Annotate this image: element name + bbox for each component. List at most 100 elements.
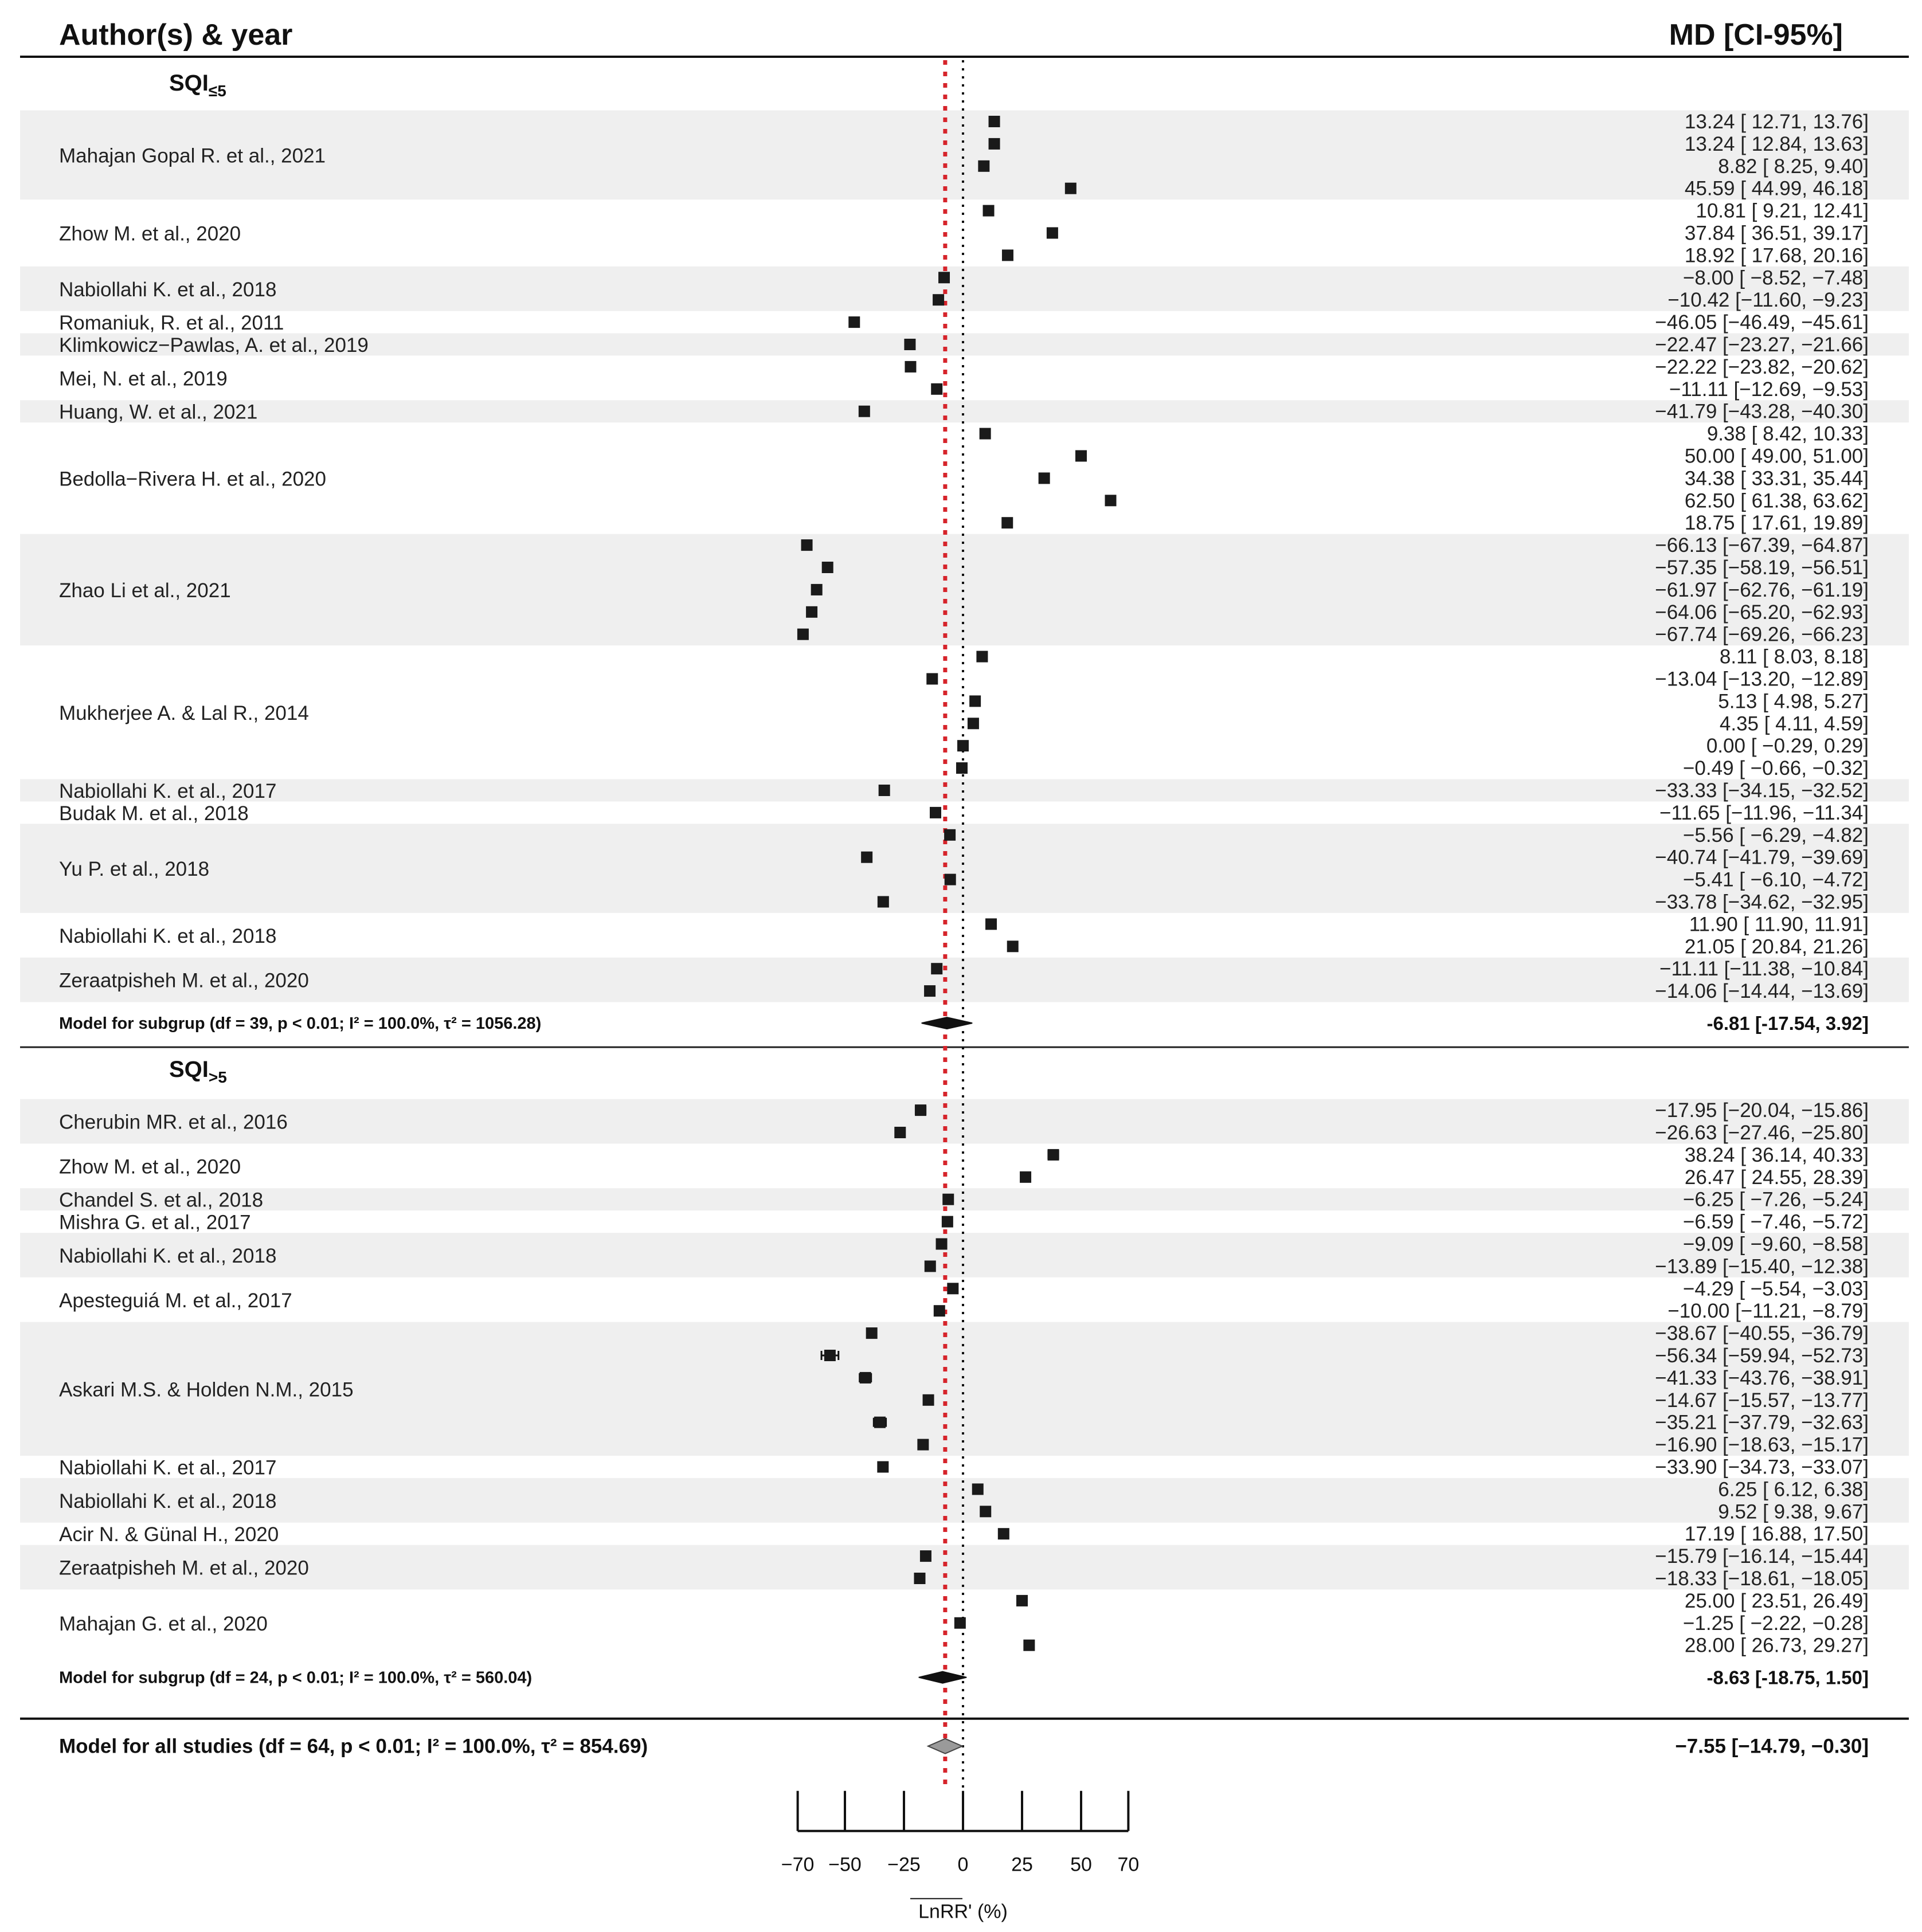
study-label: Mishra G. et al., 2017 bbox=[59, 1212, 251, 1234]
effect-point bbox=[1007, 940, 1019, 953]
effect-point bbox=[859, 1371, 871, 1384]
plot-marks bbox=[797, 116, 1117, 1754]
effect-point bbox=[877, 1461, 889, 1473]
effect-point bbox=[954, 1617, 966, 1629]
overall-model-label: Model for all studies (df = 64, p < 0.01… bbox=[59, 1735, 648, 1758]
header-md-ci: MD [CI-95%] bbox=[1669, 18, 1843, 52]
effect-point bbox=[861, 851, 873, 863]
study-label: Zhow M. et al., 2020 bbox=[59, 223, 241, 245]
study-band bbox=[20, 1545, 1909, 1590]
effect-value: −15.79 [−16.14, −15.44] bbox=[1655, 1545, 1869, 1567]
effect-point bbox=[1047, 1149, 1059, 1161]
effect-value: −10.00 [−11.21, −8.79] bbox=[1667, 1300, 1869, 1322]
effect-value: −57.35 [−58.19, −56.51] bbox=[1655, 557, 1869, 579]
x-tick-label: 50 bbox=[1070, 1854, 1092, 1876]
effect-value: −67.74 [−69.26, −66.23] bbox=[1655, 624, 1869, 646]
study-label: Nabiollahi K. et al., 2017 bbox=[59, 780, 276, 802]
effect-point bbox=[824, 1350, 836, 1361]
x-axis-title: LnRR' (%) bbox=[918, 1901, 1008, 1923]
effect-point bbox=[976, 650, 988, 663]
effect-point bbox=[926, 673, 938, 685]
effect-point bbox=[1075, 450, 1087, 462]
effect-value: 28.00 [ 26.73, 29.27] bbox=[1685, 1635, 1869, 1657]
effect-point bbox=[914, 1573, 926, 1584]
effect-value: −6.59 [ −7.46, −5.72] bbox=[1683, 1211, 1869, 1233]
study-label: Apesteguiá M. et al., 2017 bbox=[59, 1290, 292, 1312]
x-axis: −70 −50 −25 0 25 50 70 LnRR' (%) bbox=[781, 1790, 1139, 1923]
effect-point bbox=[982, 205, 995, 217]
effect-value: 13.24 [ 12.84, 13.63] bbox=[1685, 133, 1869, 155]
effect-value: 38.24 [ 36.14, 40.33] bbox=[1685, 1144, 1869, 1166]
subgroup-model-label: Model for subgrup (df = 24, p < 0.01; I²… bbox=[59, 1669, 532, 1687]
effect-point bbox=[917, 1439, 929, 1451]
effect-value: 45.59 [ 44.99, 46.18] bbox=[1685, 178, 1869, 200]
effect-value: −0.49 [ −0.66, −0.32] bbox=[1683, 757, 1869, 779]
subgroup-model-value: -8.63 [-18.75, 1.50] bbox=[1707, 1667, 1869, 1688]
study-label: Mahajan G. et al., 2020 bbox=[59, 1613, 268, 1635]
study-label: Klimkowicz−Pawlas, A. et al., 2019 bbox=[59, 334, 369, 356]
group-title-2: SQI>5 bbox=[169, 1057, 227, 1086]
effect-value: −56.34 [−59.94, −52.73] bbox=[1655, 1345, 1869, 1367]
effect-point bbox=[997, 1528, 1009, 1540]
row-bands bbox=[20, 110, 1909, 1590]
effect-point bbox=[1001, 517, 1013, 529]
effect-value: −13.04 [−13.20, −12.89] bbox=[1655, 668, 1869, 691]
study-label: Nabiollahi K. et al., 2018 bbox=[59, 1490, 276, 1512]
effect-point bbox=[797, 628, 809, 640]
effect-point bbox=[924, 1260, 936, 1272]
subgroup-diamond bbox=[918, 1671, 967, 1684]
effect-point bbox=[811, 583, 823, 595]
effect-point bbox=[924, 985, 936, 997]
group-title-main: SQI bbox=[169, 1057, 209, 1082]
study-label: Bedolla−Rivera H. et al., 2020 bbox=[59, 468, 326, 490]
effect-point bbox=[947, 1283, 959, 1295]
effect-value: −5.41 [ −6.10, −4.72] bbox=[1683, 869, 1869, 891]
plot-texts: Author(s) & year MD [CI-95%]SQI≤5Mahajan … bbox=[59, 18, 1869, 1758]
effect-value: −22.22 [−23.82, −20.62] bbox=[1655, 356, 1869, 378]
effect-point bbox=[956, 762, 968, 774]
effect-point bbox=[978, 160, 990, 172]
effect-value: −26.63 [−27.46, −25.80] bbox=[1655, 1122, 1869, 1144]
effect-point bbox=[938, 272, 950, 284]
effect-value: −14.06 [−14.44, −13.69] bbox=[1655, 980, 1869, 1002]
subgroup-model-value: -6.81 [-17.54, 3.92] bbox=[1707, 1013, 1869, 1034]
study-band bbox=[20, 110, 1909, 200]
study-label: Yu P. et al., 2018 bbox=[59, 858, 209, 880]
study-label: Nabiollahi K. et al., 2018 bbox=[59, 925, 276, 947]
study-label: Zeraatpisheh M. et al., 2020 bbox=[59, 970, 309, 992]
effect-value: −9.09 [ −9.60, −8.58] bbox=[1683, 1233, 1869, 1256]
effect-point bbox=[922, 1394, 934, 1406]
effect-value: 9.52 [ 9.38, 9.67] bbox=[1718, 1500, 1869, 1523]
effect-point bbox=[821, 562, 833, 573]
effect-point bbox=[972, 1483, 984, 1495]
study-band bbox=[20, 1233, 1909, 1277]
study-label: Mahajan Gopal R. et al., 2021 bbox=[59, 144, 326, 167]
study-label: Huang, W. et al., 2021 bbox=[59, 401, 257, 424]
effect-point bbox=[957, 740, 969, 752]
effect-value: −38.67 [−40.55, −36.79] bbox=[1655, 1322, 1869, 1345]
subgroup-diamond bbox=[921, 1017, 973, 1030]
effect-value: −8.00 [ −8.52, −7.48] bbox=[1683, 267, 1869, 289]
effect-value: 8.82 [ 8.25, 9.40] bbox=[1718, 155, 1869, 178]
study-label: Nabiollahi K. et al., 2017 bbox=[59, 1457, 276, 1479]
effect-value: −13.89 [−15.40, −12.38] bbox=[1655, 1255, 1869, 1277]
study-label: Acir N. & Günal H., 2020 bbox=[59, 1523, 279, 1546]
effect-point bbox=[942, 1193, 954, 1205]
effect-value: −18.33 [−18.61, −18.05] bbox=[1655, 1567, 1869, 1590]
effect-point bbox=[988, 116, 1000, 127]
effect-value: 0.00 [ −0.29, 0.29] bbox=[1706, 735, 1869, 757]
x-tick-label: 70 bbox=[1117, 1854, 1139, 1876]
effect-value: −11.11 [−12.69, −9.53] bbox=[1669, 378, 1869, 401]
effect-value: −22.47 [−23.27, −21.66] bbox=[1655, 334, 1869, 356]
effect-point bbox=[806, 606, 818, 618]
effect-point bbox=[933, 1305, 945, 1317]
study-band bbox=[20, 534, 1909, 646]
effect-value: −14.67 [−15.57, −13.77] bbox=[1655, 1389, 1869, 1412]
effect-point bbox=[878, 785, 890, 796]
effect-point bbox=[941, 1216, 953, 1228]
study-label: Zeraatpisheh M. et al., 2020 bbox=[59, 1557, 309, 1580]
study-label: Nabiollahi K. et al., 2018 bbox=[59, 279, 276, 301]
study-band bbox=[20, 957, 1909, 1002]
effect-value: −33.90 [−34.73, −33.07] bbox=[1655, 1456, 1869, 1479]
study-label: Chandel S. et al., 2018 bbox=[59, 1189, 263, 1212]
